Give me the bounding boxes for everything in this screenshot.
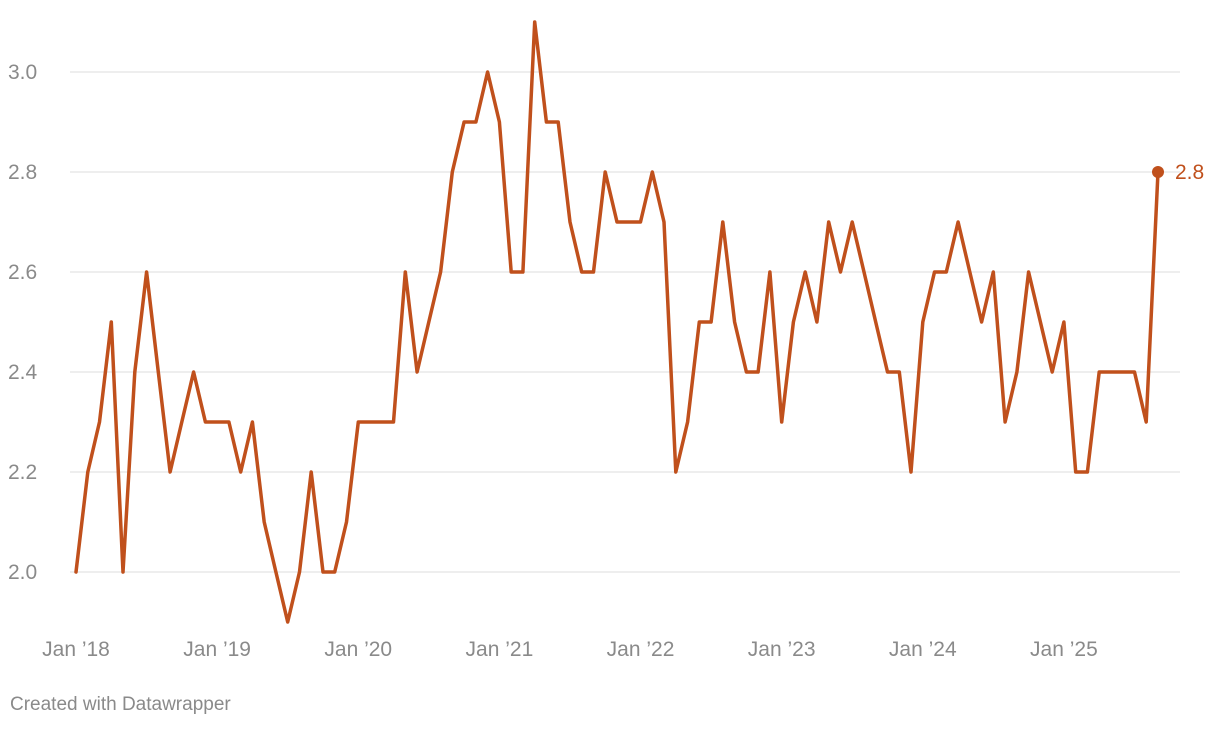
series-group: 2.8: [74, 20, 1204, 624]
series-line: [74, 20, 1160, 624]
x-axis: Jan ’18 Jan ’19 Jan ’20 Jan ’21 Jan ’22 Jan ’…: [42, 638, 1098, 661]
y-tick-label: 2.4: [8, 361, 38, 384]
y-tick-label: 2.6: [8, 261, 37, 284]
y-tick-label: 2.8: [8, 161, 37, 184]
x-tick-label: Jan ’24: [889, 638, 957, 661]
y-tick-label: 2.0: [8, 561, 37, 584]
y-axis: 2.0 2.2 2.4 2.6 2.8 3.0: [8, 61, 38, 584]
x-tick-label: Jan ’18: [42, 638, 110, 661]
end-value-label: 2.8: [1175, 161, 1204, 184]
footer-credit: Created with Datawrapper: [10, 694, 231, 715]
x-tick-label: Jan ’20: [324, 638, 392, 661]
x-tick-label: Jan ’19: [183, 638, 251, 661]
x-tick-label: Jan ’21: [466, 638, 534, 661]
x-tick-label: Jan ’23: [748, 638, 816, 661]
y-tick-label: 3.0: [8, 61, 37, 84]
grid-lines: [70, 71, 1180, 573]
y-tick-label: 2.2: [8, 461, 37, 484]
x-tick-label: Jan ’25: [1030, 638, 1098, 661]
end-point-marker: [1152, 166, 1164, 178]
x-tick-label: Jan ’22: [607, 638, 675, 661]
